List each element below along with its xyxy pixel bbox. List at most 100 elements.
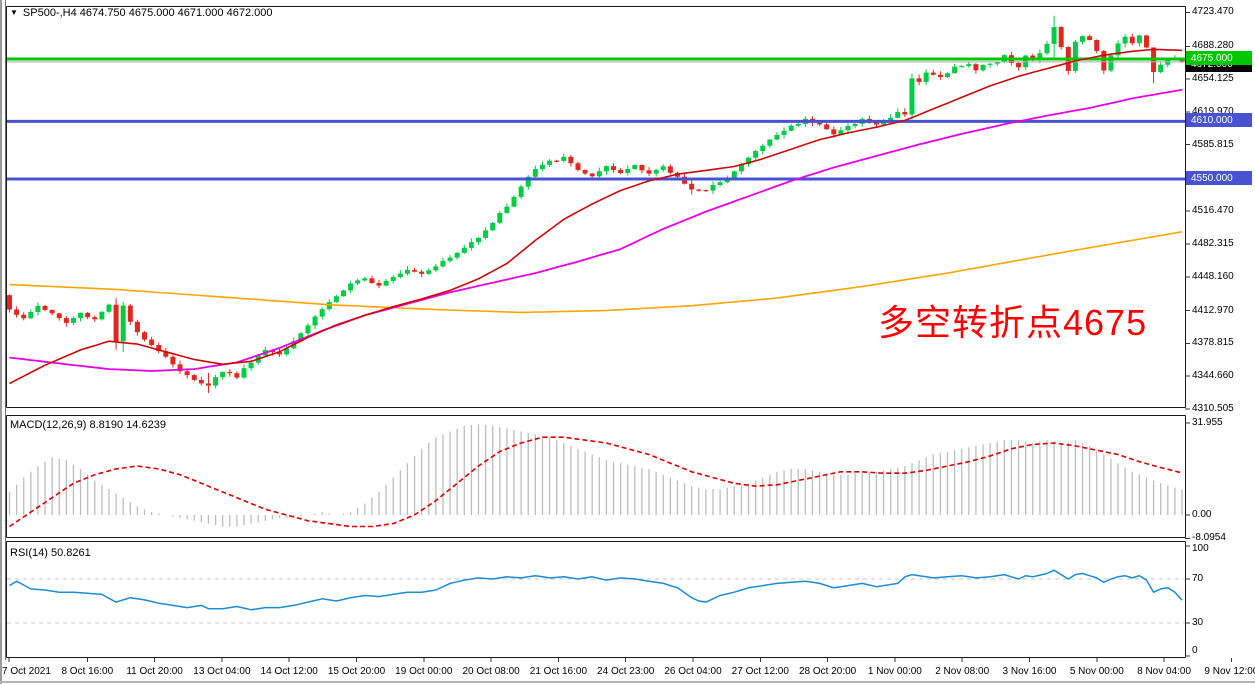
candle-body xyxy=(838,130,844,135)
time-axis-label: 9 Nov 12:00 xyxy=(1204,666,1255,677)
candle-body xyxy=(149,339,155,345)
candle-body xyxy=(611,166,617,170)
candle-body xyxy=(987,63,993,65)
rsi-line xyxy=(9,569,1183,611)
rsi-panel[interactable] xyxy=(7,569,1185,624)
candle-body xyxy=(85,312,91,318)
window-left-border xyxy=(0,0,2,684)
candle-body xyxy=(234,373,240,378)
price-axis-label: 4619.970 xyxy=(1192,105,1234,117)
candle-body xyxy=(582,169,588,174)
candle-body xyxy=(1058,27,1064,48)
candle-body xyxy=(831,129,837,135)
candle-body xyxy=(369,278,375,284)
candle-body xyxy=(902,112,908,115)
ma-slow-line xyxy=(9,231,1183,314)
ma-mid-line xyxy=(9,88,1183,372)
candle-body xyxy=(547,160,553,165)
ma-fast-line xyxy=(9,48,1183,385)
time-axis-label: 21 Oct 16:00 xyxy=(529,666,588,677)
candle-body xyxy=(319,309,325,317)
candle-body xyxy=(454,252,460,258)
candle-body xyxy=(213,377,219,386)
candle-body xyxy=(483,230,489,238)
candle-body xyxy=(909,78,915,115)
candle-body xyxy=(1051,27,1057,44)
axis-ticks xyxy=(8,11,1232,662)
candle-body xyxy=(468,242,474,248)
candle-body xyxy=(717,182,723,185)
candle-body xyxy=(92,317,98,320)
candle-body xyxy=(916,78,922,82)
candle-body xyxy=(646,170,652,174)
candle-body xyxy=(248,362,254,369)
time-axis-label: 27 Oct 12:00 xyxy=(731,666,789,677)
window-bottom-border xyxy=(0,681,1255,683)
price-axis-label: 4585.815 xyxy=(1192,138,1234,150)
candle-body xyxy=(746,157,752,165)
candle-body xyxy=(1094,39,1100,51)
candle-body xyxy=(277,352,283,355)
candle-body xyxy=(632,165,638,169)
candle-body xyxy=(42,305,48,310)
candle-body xyxy=(362,278,368,281)
candle-body xyxy=(845,125,851,131)
candle-body xyxy=(589,173,595,177)
pivot-annotation-text[interactable]: 多空转折点4675 xyxy=(878,302,1148,343)
candle-body xyxy=(653,169,659,174)
price-axis-label: 4378.815 xyxy=(1192,337,1234,349)
candle-body xyxy=(191,375,197,380)
candle-body xyxy=(930,72,936,75)
time-axis-label: 24 Oct 23:00 xyxy=(597,666,655,677)
candle-body xyxy=(667,166,673,173)
macd-axis-label: -8.0954 xyxy=(1192,532,1226,544)
candle-body xyxy=(419,271,425,274)
candle-body xyxy=(348,283,354,291)
candle-body xyxy=(895,112,901,118)
candle-body xyxy=(340,290,346,297)
price-axis-label: 4344.660 xyxy=(1192,370,1234,382)
candle-body xyxy=(923,72,929,82)
macd-indicator-label: MACD(12,26,9) 8.8190 14.6239 xyxy=(10,419,166,431)
price-panel[interactable] xyxy=(7,15,1185,394)
price-badge-4675: 4675.000 xyxy=(1186,51,1252,65)
candle-body xyxy=(49,309,55,314)
candle-body xyxy=(696,189,702,191)
panel-frames xyxy=(6,6,1186,658)
candle-body xyxy=(554,160,560,162)
chart-header[interactable]: ▼ SP500-,H4 4674.750 4675.000 4671.000 4… xyxy=(10,7,272,19)
rsi-axis-label: 70 xyxy=(1192,573,1204,584)
candle-body xyxy=(689,183,695,190)
candle-body xyxy=(63,318,69,323)
candle-body xyxy=(980,64,986,71)
candle-body xyxy=(205,383,211,386)
time-axis-label: 8 Nov 04:00 xyxy=(1137,666,1192,677)
time-axis-label: 13 Oct 04:00 xyxy=(193,666,251,677)
candle-body xyxy=(760,145,766,152)
candle-body xyxy=(952,66,958,74)
candle-body xyxy=(518,186,524,197)
macd-panel[interactable] xyxy=(8,424,1183,528)
candle-body xyxy=(461,247,467,253)
candle-body xyxy=(774,134,780,140)
time-axis-label: 1 Nov 00:00 xyxy=(867,666,922,677)
candle-body xyxy=(731,171,737,178)
candle-body xyxy=(994,62,1000,64)
candle-body xyxy=(397,273,403,278)
candle-body xyxy=(753,151,759,158)
candle-body xyxy=(781,130,787,135)
candle-body xyxy=(142,332,148,340)
candle-body xyxy=(497,213,503,223)
candle-body xyxy=(1108,55,1114,71)
candle-body xyxy=(177,364,183,372)
candle-body xyxy=(881,122,887,125)
symbol-dropdown-icon[interactable]: ▼ xyxy=(10,8,18,17)
price-axis-label: 4723.470 xyxy=(1192,6,1234,18)
candle-body xyxy=(227,371,233,374)
candle-body xyxy=(618,169,624,174)
candle-body xyxy=(134,321,140,333)
candle-body xyxy=(241,368,247,378)
candle-body xyxy=(1179,59,1185,62)
